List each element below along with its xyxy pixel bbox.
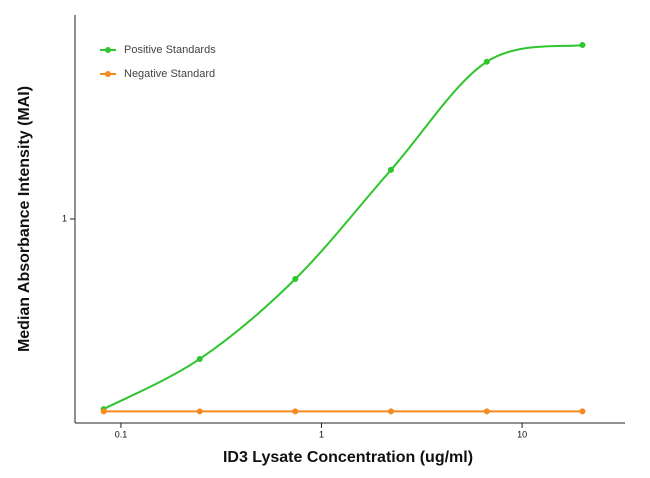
y-tick-label: 1 — [62, 213, 67, 223]
data-point — [387, 166, 394, 173]
legend-marker — [105, 47, 111, 53]
data-point — [196, 355, 203, 362]
data-point — [579, 408, 586, 415]
x-tick-label: 10 — [517, 429, 527, 439]
data-point — [483, 408, 490, 415]
legend-label: Negative Standard — [124, 68, 215, 80]
x-axis-label: ID3 Lysate Concentration (ug/ml) — [223, 449, 473, 466]
y-axis-label: Median Absorbance Intensity (MAI) — [16, 86, 33, 352]
data-point — [292, 276, 299, 283]
legend-marker — [105, 71, 111, 77]
legend-label: Positive Standards — [124, 44, 216, 56]
data-point — [483, 58, 490, 65]
data-point — [196, 408, 203, 415]
data-point — [292, 408, 299, 415]
data-point — [100, 408, 107, 415]
data-point — [387, 408, 394, 415]
data-point — [579, 41, 586, 48]
x-tick-label: 0.1 — [115, 429, 128, 439]
series-line — [103, 43, 583, 410]
x-tick-label: 1 — [319, 429, 324, 439]
